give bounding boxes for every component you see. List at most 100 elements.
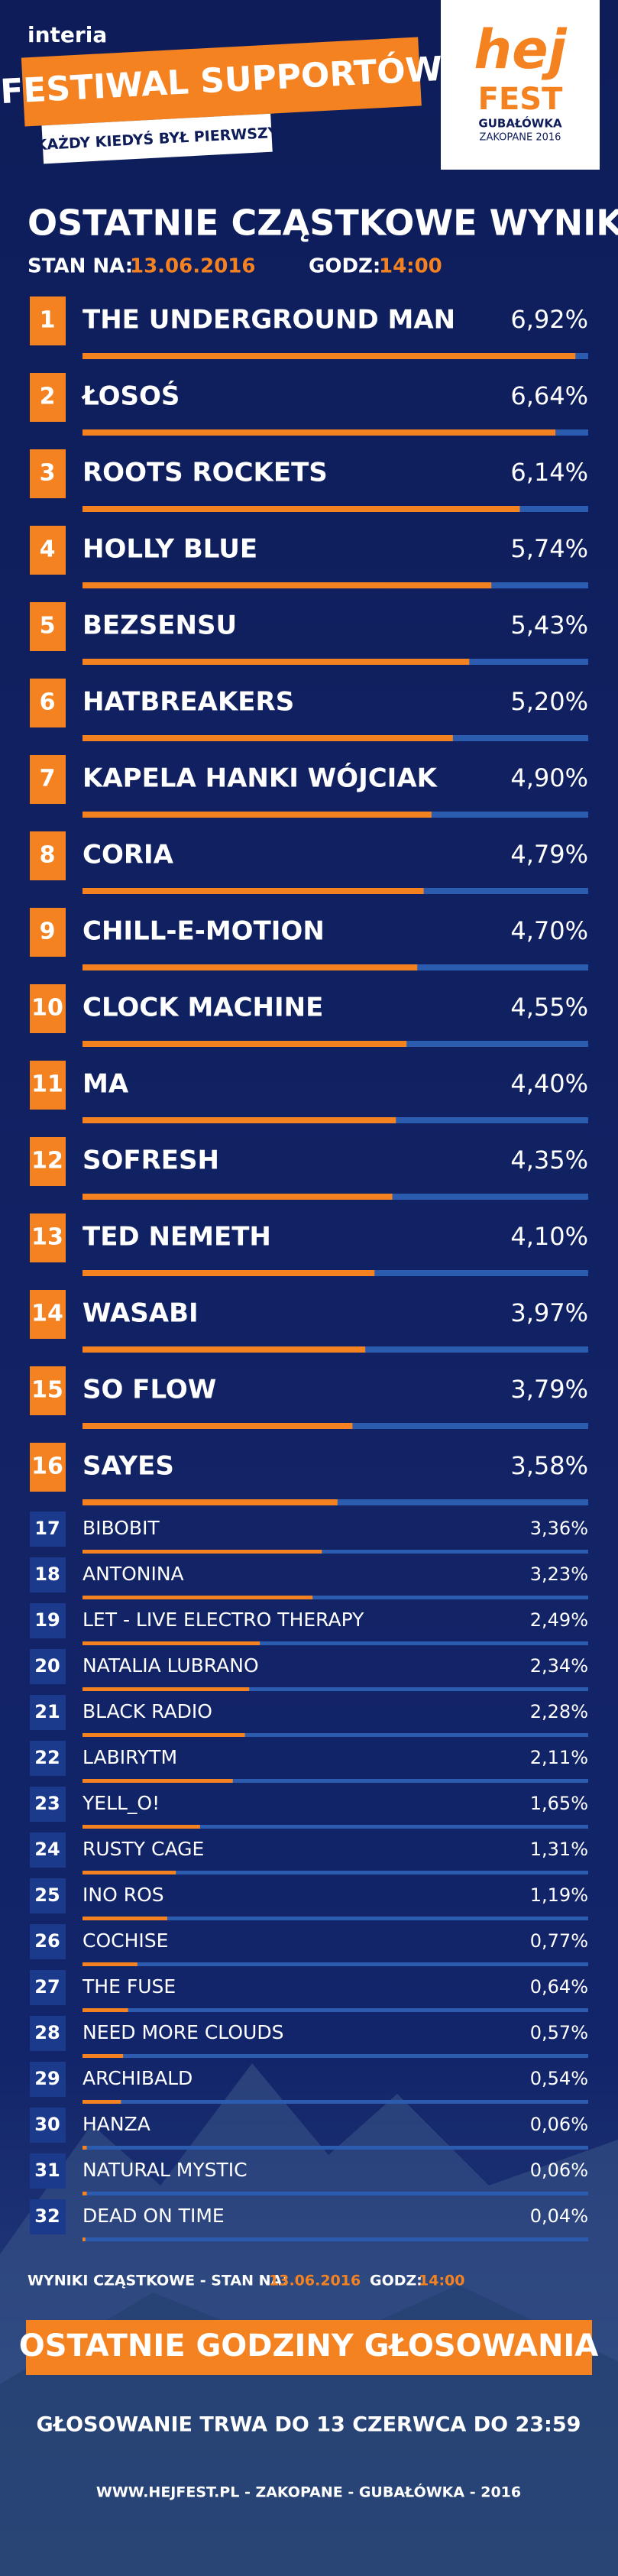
band-name: CLOCK MACHINE [83, 993, 323, 1023]
logo-box [441, 0, 600, 170]
rank: 26 [34, 1930, 60, 1952]
rank: 32 [34, 2205, 60, 2227]
bar [83, 1117, 396, 1123]
bar [83, 1779, 233, 1783]
bar [83, 1041, 407, 1047]
logo-mid: FEST [478, 82, 563, 117]
bar-track [83, 1596, 588, 1599]
rank-box [30, 602, 66, 651]
value-label: 1,65% [530, 1793, 588, 1814]
bar [83, 2192, 87, 2195]
rank: 7 [40, 766, 56, 792]
rank: 3 [40, 460, 56, 487]
value-label: 4,35% [510, 1145, 588, 1175]
value-label: 4,10% [510, 1222, 588, 1251]
band-name: HANZA [83, 2113, 150, 2135]
bar-track [83, 2237, 588, 2241]
band-name: SAYES [83, 1451, 174, 1482]
rank: 11 [31, 1071, 63, 1098]
rank-box [30, 2199, 66, 2234]
value-label: 2,34% [530, 1655, 588, 1677]
time-label: GODZ: [309, 255, 380, 278]
bar-track [83, 1917, 588, 1920]
value-label: 5,43% [510, 611, 588, 640]
footer-note-time-label: GODZ: [370, 2273, 422, 2289]
status-label: STAN NA: [28, 255, 133, 278]
bar [83, 1962, 138, 1966]
rank: 12 [31, 1148, 63, 1175]
bar-track [83, 2100, 588, 2104]
rank-box [30, 1924, 66, 1959]
bar-track [83, 1779, 588, 1783]
bar [83, 2008, 128, 2012]
rank-box [30, 2153, 66, 2189]
bar [83, 1550, 322, 1554]
value-label: 2,11% [530, 1747, 588, 1768]
rank-box [30, 1970, 66, 2005]
deadline: GŁOSOWANIE TRWA DO 13 CZERWCA DO 23:59 [37, 2413, 581, 2437]
bar [83, 1917, 167, 1920]
rank: 22 [34, 1747, 60, 1768]
rank: 21 [34, 1701, 60, 1722]
rank: 1 [40, 307, 56, 334]
rank-box [30, 2016, 66, 2051]
rank: 23 [34, 1793, 60, 1814]
rank: 6 [40, 689, 56, 716]
band-name: ARCHIBALD [83, 2067, 193, 2089]
rank-box [30, 1649, 66, 1684]
band-name: NATURAL MYSTIC [83, 2159, 248, 2181]
logo-top: hej [474, 18, 567, 81]
rank-box [30, 1832, 66, 1868]
rank: 5 [40, 613, 56, 640]
rank-box [30, 1695, 66, 1730]
band-name: HOLLY BLUE [83, 534, 257, 565]
footer-note-time: 14:00 [419, 2273, 464, 2289]
value-label: 0,06% [530, 2114, 588, 2135]
band-name: ANTONINA [83, 1563, 184, 1585]
band-name: COCHISE [83, 1930, 168, 1952]
bar-track [83, 1825, 588, 1829]
bar-track [83, 1641, 588, 1645]
bar [83, 1687, 250, 1691]
bar [83, 506, 520, 512]
rank: 4 [40, 536, 56, 563]
bar [83, 1825, 200, 1829]
bar-track [83, 2146, 588, 2150]
rank: 30 [34, 2114, 60, 2135]
band-name: TED NEMETH [83, 1222, 271, 1252]
value-label: 4,55% [510, 993, 588, 1022]
band-name: LABIRYTM [83, 1746, 177, 1768]
bar [83, 1596, 313, 1599]
band-name: BEZSENSU [83, 611, 237, 641]
bar [83, 2054, 124, 2058]
rank: 24 [34, 1839, 60, 1860]
band-name: WASABI [83, 1298, 199, 1329]
value-label: 2,49% [530, 1609, 588, 1631]
band-name: THE UNDERGROUND MAN [83, 305, 455, 335]
rank-box [30, 373, 66, 422]
value-label: 4,79% [510, 840, 588, 869]
band-name: KAPELA HANKI WÓJCIAK [83, 763, 438, 794]
bar [83, 2237, 86, 2241]
band-name: NATALIA LUBRANO [83, 1654, 259, 1677]
rank-box [30, 296, 66, 345]
bar [83, 429, 556, 436]
tagline-box [41, 113, 273, 164]
band-name: CHILL-E-MOTION [83, 916, 325, 947]
rank: 17 [34, 1518, 60, 1539]
rank: 14 [31, 1301, 63, 1327]
rank: 28 [34, 2022, 60, 2043]
band-name: LET - LIVE ELECTRO THERAPY [83, 1609, 364, 1631]
value-label: 0,77% [530, 1930, 588, 1952]
value-label: 1,19% [530, 1884, 588, 1906]
rank-box [30, 449, 66, 498]
rank-box [30, 1878, 66, 1913]
rank-box [30, 526, 66, 575]
site: WWW.HEJFEST.PL - ZAKOPANE - GUBAŁÓWKA - … [96, 2483, 521, 2501]
value-label: 3,36% [530, 1518, 588, 1539]
bar [83, 812, 432, 818]
rows: 1 THE UNDERGROUND MAN 6,92% 2 ŁOSOŚ 6,64% 3 ROO… [30, 296, 588, 2241]
rank-box [30, 1366, 66, 1415]
rank: 13 [31, 1224, 63, 1251]
